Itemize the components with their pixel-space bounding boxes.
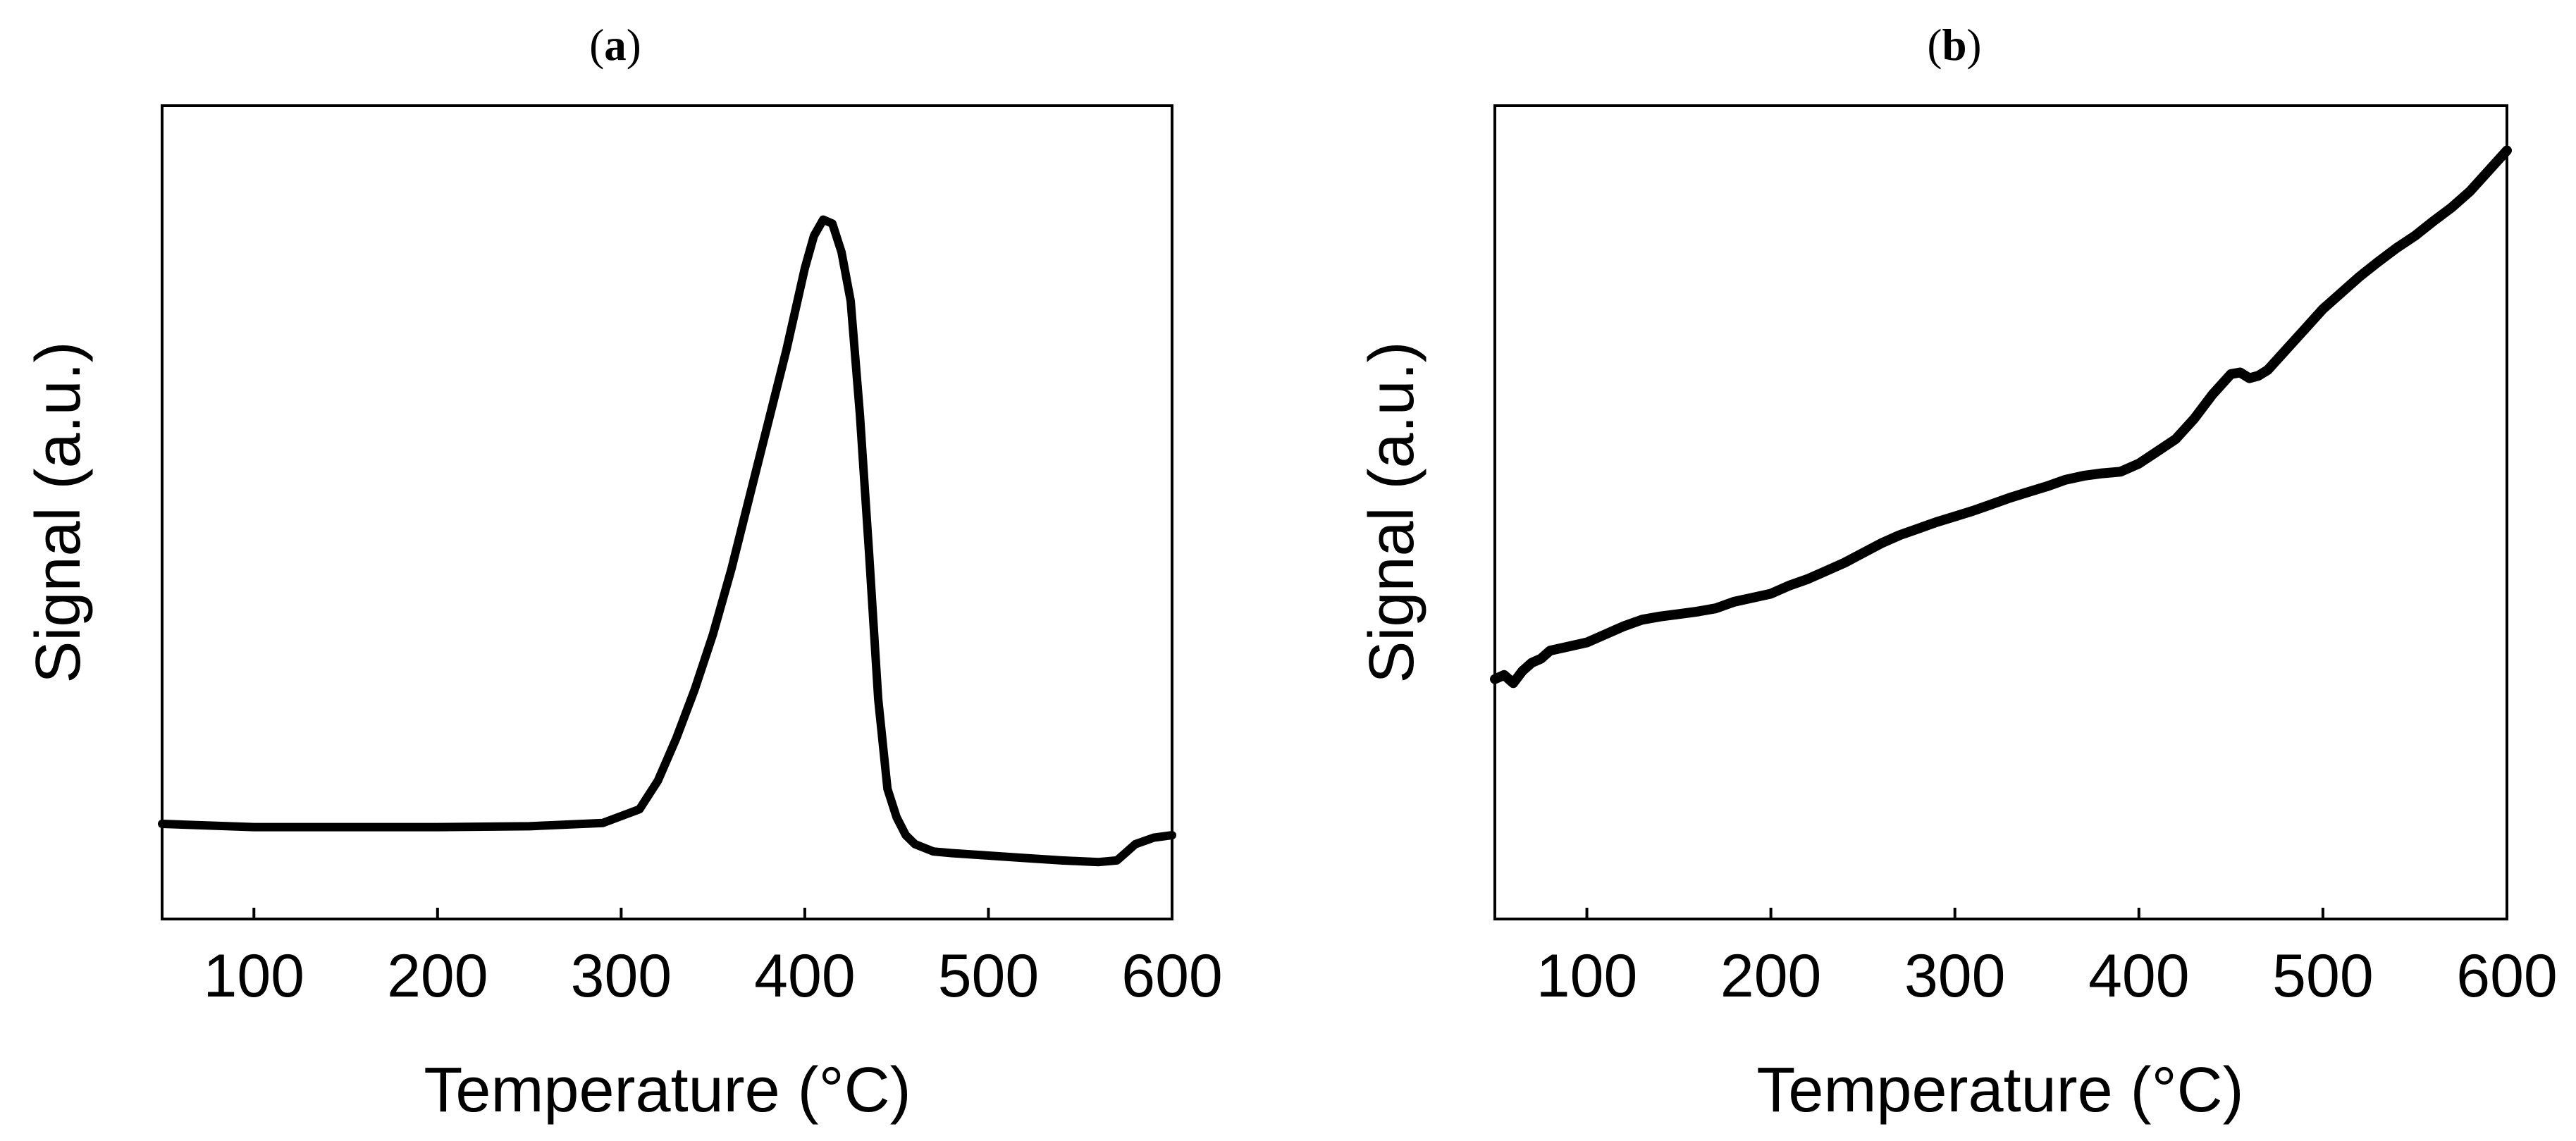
panel-b-letter: b [1942, 20, 1966, 70]
panel-b: (b) 100 200 300 400 500 600 Temperature (°C) … [1357, 20, 2558, 1125]
x-tick-label-500-b: 500 [2272, 942, 2374, 1010]
x-axis-title-b: Temperature (°C) [1756, 1055, 2243, 1125]
x-tick-label-200-b: 200 [1720, 942, 1822, 1010]
x-tick-label-100-a: 100 [204, 942, 305, 1010]
y-axis-title-b: Signal (a.u.) [1357, 341, 1427, 683]
panel-a: (a) 100 200 300 400 500 600 Temperature (°C) … [23, 20, 1223, 1125]
y-axis-title-a: Signal (a.u.) [23, 341, 94, 683]
panel-b-label: (b) [1927, 20, 1981, 70]
x-axis-title-a: Temperature (°C) [424, 1055, 911, 1125]
plot-frame-b [1493, 104, 2508, 920]
x-tick-label-100-b: 100 [1536, 942, 1638, 1010]
x-tick-label-300-a: 300 [571, 942, 672, 1010]
x-tick-labels-b: 100 200 300 400 500 600 [1536, 942, 2558, 1010]
x-tick-label-600-b: 600 [2456, 942, 2558, 1010]
x-tick-label-500-a: 500 [938, 942, 1040, 1010]
x-tick-label-300-b: 300 [1904, 942, 2006, 1010]
x-tick-label-600-a: 600 [1121, 942, 1223, 1010]
series-line-b [1490, 145, 2512, 689]
panel-a-label: (a) [589, 20, 641, 70]
panel-a-letter: a [604, 20, 627, 70]
x-tick-label-200-a: 200 [387, 942, 488, 1010]
plot-frame-a [161, 104, 1173, 920]
x-tick-labels-a: 100 200 300 400 500 600 [204, 942, 1223, 1010]
x-ticks-b [1585, 908, 2508, 919]
x-ticks-a [252, 908, 1173, 919]
series-line-a [158, 215, 1176, 867]
x-tick-label-400-b: 400 [2088, 942, 2190, 1010]
x-tick-label-400-a: 400 [754, 942, 856, 1010]
